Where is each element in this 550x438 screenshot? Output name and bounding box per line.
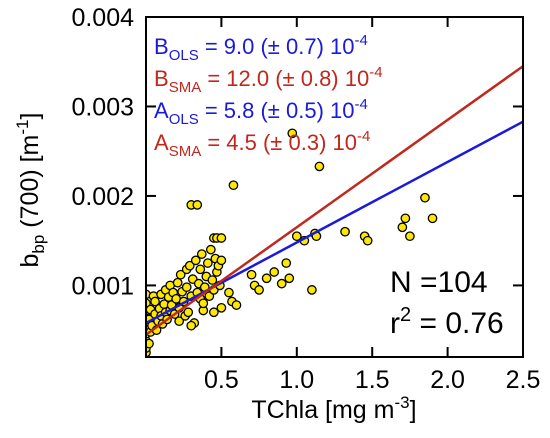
annotation-b-ols: BOLS = 9.0 (± 0.7) 10-4 (154, 32, 368, 64)
y-tick-label: 0.001 (71, 272, 134, 300)
data-point (216, 302, 227, 313)
data-point (207, 275, 218, 285)
data-point (284, 273, 295, 284)
x-tick-label: 1.0 (279, 366, 314, 394)
data-point (427, 213, 438, 224)
data-point (216, 233, 227, 243)
x-tick-label: 2.5 (506, 366, 541, 394)
data-point (281, 258, 292, 268)
data-point (228, 180, 239, 191)
data-point (196, 249, 207, 259)
data-point (269, 267, 280, 277)
annotation-a-sma: ASMA = 4.5 (± 0.3) 10-4 (154, 128, 370, 160)
data-point (192, 200, 203, 210)
data-point (397, 222, 408, 233)
annotation-b-sma: BSMA = 12.0 (± 0.8) 10-4 (154, 64, 383, 96)
data-point (150, 296, 160, 307)
data-point (340, 226, 350, 237)
r-squared: r2 = 0.76 (390, 304, 504, 340)
data-point (146, 338, 154, 349)
data-point (314, 161, 325, 172)
data-point (224, 287, 234, 298)
y-tick-label: 0.004 (71, 4, 134, 32)
plot-frame (145, 16, 524, 358)
sample-count: N =104 (390, 266, 488, 299)
data-point (405, 231, 415, 242)
axis-tick-labels: 0.5 1.0 1.5 2.0 2.5 0.001 0.002 0.003 0.004 (71, 4, 540, 394)
data-point (181, 282, 192, 293)
data-point (400, 213, 411, 224)
data-point (205, 244, 216, 255)
data-point (202, 258, 213, 268)
annotation-a-ols: AOLS = 5.8 (± 0.5) 10-4 (154, 96, 368, 128)
data-point (254, 285, 264, 295)
data-point (261, 273, 272, 284)
y-axis-title: bbp (700) [m-1] (13, 113, 48, 268)
x-tick-label: 1.5 (355, 366, 390, 394)
data-point (307, 285, 317, 295)
data-point (246, 269, 257, 280)
data-point (184, 260, 195, 271)
data-point (190, 255, 201, 266)
x-axis-title: TChla [mg m-3] (251, 393, 416, 424)
data-point (291, 231, 302, 242)
fit-line (146, 65, 523, 336)
data-point (209, 307, 219, 318)
data-point (216, 255, 227, 266)
data-point (172, 277, 183, 288)
x-tick-label: 2.0 (430, 366, 465, 394)
data-point (287, 128, 298, 139)
data-point (420, 192, 430, 203)
data-point (362, 235, 373, 246)
data-point (276, 278, 287, 289)
data-point (183, 307, 194, 318)
data-point (175, 269, 186, 280)
data-point (186, 320, 197, 331)
data-point (174, 316, 185, 327)
fit-lines (146, 65, 523, 336)
y-tick-label: 0.002 (71, 183, 134, 211)
data-point (198, 298, 209, 309)
x-tick-label: 0.5 (204, 366, 239, 394)
data-point (231, 300, 242, 310)
y-tick-label: 0.003 (71, 93, 134, 121)
data-point (195, 264, 206, 275)
